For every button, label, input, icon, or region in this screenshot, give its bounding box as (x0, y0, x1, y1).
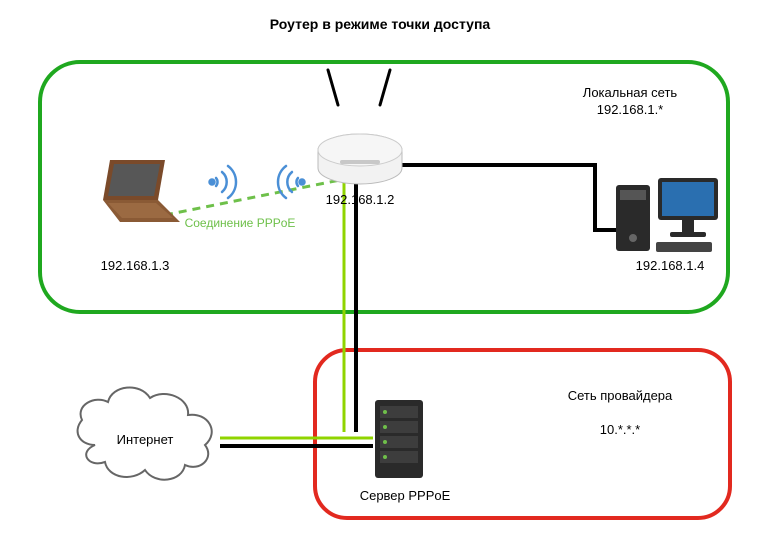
pc-ip-label: 192.168.1.4 (620, 258, 720, 275)
wifi-signal-right (278, 166, 305, 198)
network-diagram (0, 0, 760, 552)
pc-icon (616, 178, 718, 252)
server-icon (375, 400, 423, 478)
lan-label: Локальная сеть 192.168.1.* (545, 85, 715, 119)
laptop-icon (103, 160, 180, 222)
wifi-signal-left (210, 166, 237, 198)
wan-label-line2: 10.*.*.* (600, 422, 640, 437)
link-router-pc (400, 165, 638, 230)
lan-label-line1: Локальная сеть (583, 85, 677, 100)
laptop-ip-label: 192.168.1.3 (85, 258, 185, 275)
lan-label-line2: 192.168.1.* (597, 102, 664, 117)
router-ip-label: 192.168.1.2 (310, 192, 410, 209)
router-icon (318, 70, 402, 184)
pppoe-connection-label: Соединение PPPoE (160, 216, 320, 232)
wan-label-line1: Сеть провайдера (568, 388, 673, 403)
cloud-label: Интернет (100, 432, 190, 449)
wan-label: Сеть провайдера 10.*.*.* (530, 388, 710, 439)
server-label: Сервер PPPoE (345, 488, 465, 505)
